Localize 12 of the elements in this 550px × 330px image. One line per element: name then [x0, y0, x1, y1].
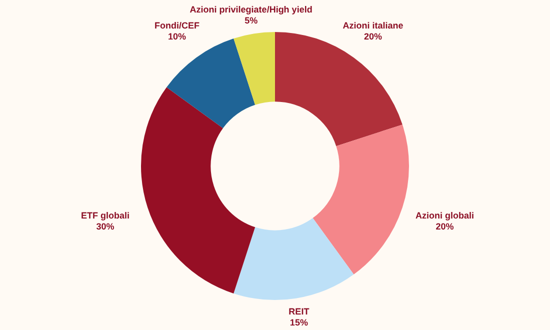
slice-label: Azioni privilegiate/High yield	[190, 4, 312, 14]
slice-label: ETF globali	[81, 210, 130, 221]
data-label: 15%	[290, 318, 308, 328]
data-label: 5%	[244, 15, 258, 26]
data-label: 20%	[436, 222, 454, 232]
slice-label: Fondi/CEF	[154, 20, 200, 31]
slice-label: Azioni italiane	[342, 20, 404, 31]
data-label: 10%	[168, 32, 186, 42]
data-label: 20%	[364, 32, 382, 42]
slice-label: Azioni globali	[415, 210, 474, 221]
data-label: 30%	[96, 222, 114, 232]
slice-label: REIT	[288, 306, 310, 317]
